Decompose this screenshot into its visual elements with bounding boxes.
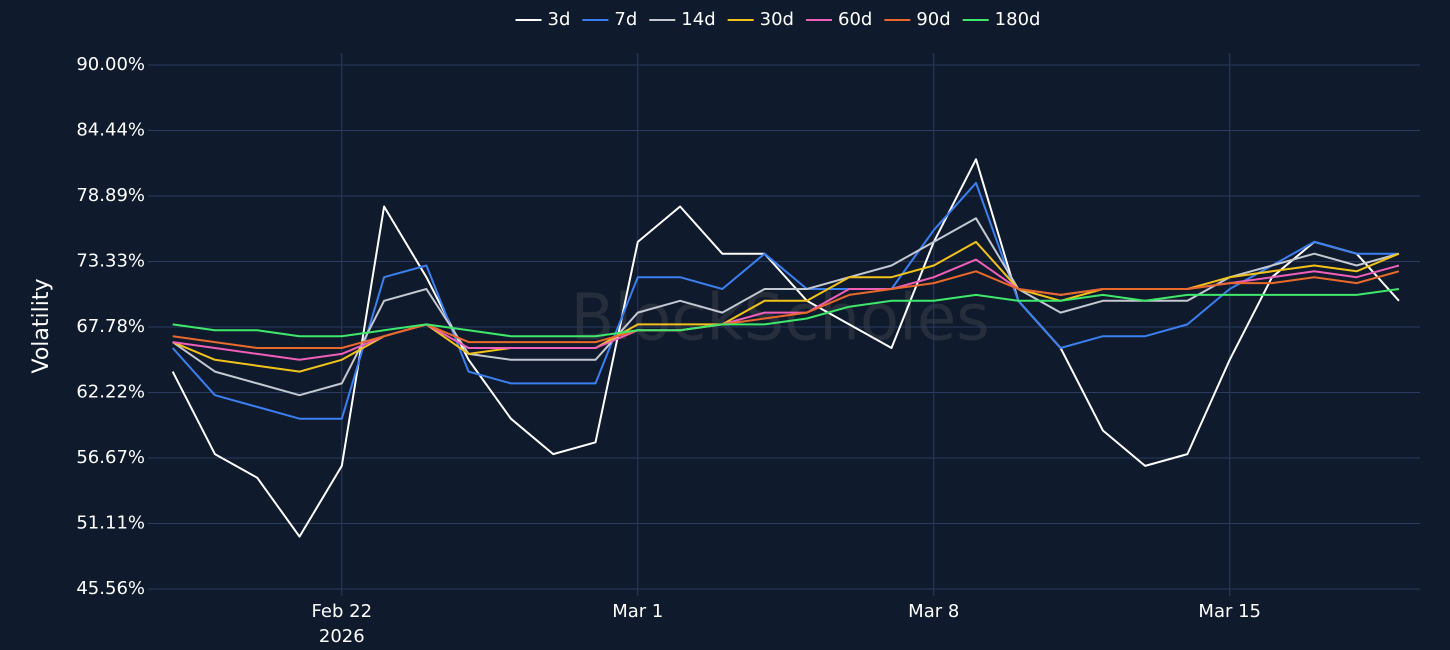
y-tick-label: 62.22%	[76, 382, 145, 403]
x-tick-label: Feb 22	[312, 601, 373, 622]
x-tick-label: Mar 15	[1198, 601, 1261, 622]
series-line	[172, 270, 1400, 349]
y-tick-label: 67.78%	[76, 316, 145, 337]
legend-label: 30d	[760, 9, 794, 30]
x-tick-label: Mar 1	[612, 601, 663, 622]
y-tick-label: 73.33%	[76, 251, 145, 272]
series-line	[171, 158, 1400, 538]
series-line	[172, 288, 1400, 338]
x-year-label: 2026	[319, 626, 365, 647]
y-tick-label: 45.56%	[76, 578, 145, 599]
legend-label: 180d	[995, 9, 1041, 30]
y-tick-label: 56.67%	[76, 447, 145, 468]
y-tick-label: 90.00%	[76, 54, 145, 75]
x-tick-label: Mar 8	[908, 601, 959, 622]
y-tick-label: 78.89%	[76, 185, 145, 206]
legend-label: 7d	[614, 9, 637, 30]
legend-label: 14d	[681, 9, 715, 30]
y-axis-label: Volatility	[29, 278, 54, 373]
y-tick-label: 84.44%	[76, 120, 145, 141]
legend-label: 60d	[838, 9, 872, 30]
legend: 3d 7d 14d 30d 60d 90d 180d	[515, 9, 1041, 30]
legend-label: 3d	[548, 9, 571, 30]
y-tick-label: 51.11%	[76, 513, 145, 534]
series-line	[172, 217, 1400, 397]
series-line	[171, 181, 1399, 420]
legend-label: 90d	[916, 9, 950, 30]
watermark: BlockScholes	[570, 282, 989, 356]
